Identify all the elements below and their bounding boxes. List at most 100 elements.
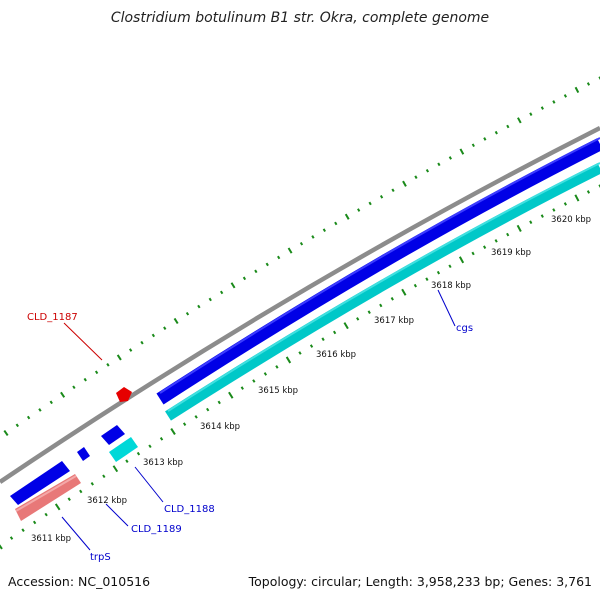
- feature-trps[interactable]: [15, 474, 81, 521]
- ring-tick: [265, 262, 269, 267]
- ring-tick: [334, 221, 338, 226]
- ring-tick: [60, 391, 66, 398]
- ring-tick: [574, 194, 580, 202]
- ring-tick: [9, 536, 14, 540]
- gene-labels: CLD_1187 CLD_1188 CLD_1189 trpS cgs: [27, 312, 473, 563]
- ring-tick: [263, 372, 268, 376]
- ring-tick: [128, 348, 133, 352]
- ring-tick: [67, 497, 71, 501]
- kbp-labels: 3611 kbp 3612 kbp 3613 kbp 3614 kbp 3615…: [31, 215, 591, 544]
- ring-tick: [391, 188, 395, 193]
- gene-label-cld-1188[interactable]: CLD_1188: [164, 504, 215, 515]
- ring-tick: [471, 251, 475, 256]
- ring-tick: [230, 282, 236, 289]
- ring-tick: [38, 408, 42, 412]
- ring-tick: [368, 201, 372, 206]
- ring-tick: [116, 354, 122, 361]
- ring-tick: [32, 520, 37, 525]
- gene-label-cgs[interactable]: cgs: [456, 323, 473, 334]
- ring-tick: [182, 422, 187, 426]
- cds-feature-trps-region[interactable]: [10, 461, 70, 505]
- ring-tick: [26, 415, 31, 420]
- ring-tick: [390, 297, 394, 301]
- ring-tick: [552, 208, 556, 212]
- ring-tick: [367, 310, 371, 314]
- ring-tick: [540, 214, 544, 218]
- ring-tick: [516, 224, 522, 232]
- ring-tick: [309, 344, 314, 348]
- ring-tick: [206, 407, 210, 412]
- connector-cld-1187: [63, 322, 103, 361]
- ring-tick: [540, 106, 544, 110]
- ring-tick: [252, 379, 256, 383]
- ring-tick: [586, 82, 591, 86]
- ring-tick: [459, 148, 465, 155]
- ring-tick: [401, 288, 407, 296]
- ring-tick: [506, 124, 510, 129]
- ring-tick: [140, 340, 144, 345]
- feature-cld-1187[interactable]: [116, 387, 132, 402]
- ring-tick: [242, 276, 247, 281]
- map-title: Clostridium botulinum B1 str. Okra, comp…: [111, 10, 489, 26]
- connector-cgs: [437, 289, 456, 327]
- reverse-cds-track: [165, 163, 600, 421]
- kbp-label: 3618 kbp: [431, 281, 471, 291]
- ring-tick: [436, 270, 441, 275]
- label-connectors: [61, 289, 456, 551]
- ring-tick: [332, 330, 337, 335]
- ring-tick: [83, 377, 87, 382]
- ring-tick: [90, 482, 94, 486]
- accession-text: Accession: NC_010516: [8, 574, 150, 589]
- ring-tick: [574, 86, 580, 94]
- ring-tick: [106, 363, 110, 367]
- kbp-label: 3620 kbp: [551, 215, 591, 225]
- ring-tick: [151, 333, 156, 338]
- cds-feature-small-a[interactable]: [77, 447, 90, 461]
- ring-tick: [194, 415, 198, 419]
- reverse-cds-track-edge: [167, 162, 600, 412]
- ring-tick: [254, 269, 258, 274]
- ring-tick: [277, 255, 281, 260]
- ring-tick: [49, 400, 53, 405]
- inner-tick-ring: [0, 184, 600, 550]
- connector-cld-1188: [134, 466, 164, 503]
- ring-tick: [217, 400, 221, 405]
- ring-tick: [425, 168, 430, 173]
- ring-tick: [448, 264, 452, 269]
- ring-tick: [483, 137, 487, 141]
- gene-label-cld-1189[interactable]: CLD_1189: [131, 524, 182, 535]
- genome-summary-text: Topology: circular; Length: 3,958,233 bp…: [248, 574, 592, 589]
- ring-tick: [275, 365, 279, 369]
- ring-tick: [425, 277, 429, 281]
- ring-tick: [494, 239, 498, 243]
- ring-tick: [437, 162, 441, 167]
- ring-tick: [0, 544, 3, 550]
- ring-tick: [494, 130, 498, 135]
- ring-tick: [21, 528, 25, 533]
- ring-tick: [552, 100, 556, 104]
- ring-tick: [287, 247, 293, 254]
- ring-tick: [506, 232, 510, 237]
- ring-tick: [357, 208, 361, 212]
- ring-tick: [311, 235, 315, 239]
- connector-trps: [61, 516, 91, 551]
- gene-label-trps[interactable]: trpS: [90, 552, 111, 563]
- ring-tick: [343, 322, 349, 330]
- ring-tick: [379, 195, 384, 199]
- feature-trps-highlight: [15, 475, 77, 512]
- ring-tick: [299, 241, 304, 246]
- ring-tick: [79, 489, 83, 494]
- ring-tick: [563, 94, 567, 98]
- ring-tick: [379, 303, 383, 308]
- outer-tick-ring: [3, 76, 600, 437]
- ring-tick: [163, 326, 167, 330]
- ring-tick: [563, 202, 567, 206]
- ring-tick: [3, 429, 9, 437]
- cds-feature-cld-1188[interactable]: [109, 437, 138, 462]
- cds-feature-cld-1189[interactable]: [101, 425, 125, 445]
- ring-tick: [173, 317, 179, 325]
- ring-tick: [517, 117, 522, 124]
- gene-label-cld-1187[interactable]: CLD_1187: [27, 312, 78, 323]
- ring-tick: [529, 220, 533, 225]
- connector-cld-1189: [105, 503, 129, 527]
